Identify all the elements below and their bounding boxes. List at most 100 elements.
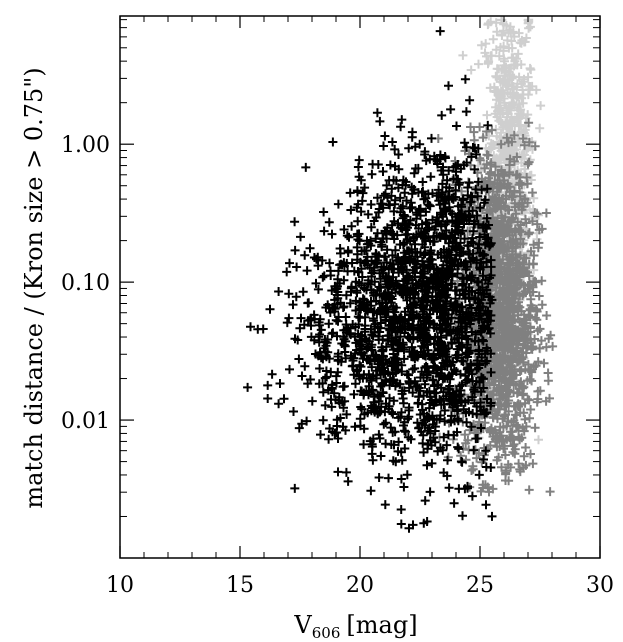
data-point bbox=[348, 320, 358, 329]
data-point bbox=[388, 427, 398, 437]
data-point bbox=[342, 231, 352, 241]
data-point bbox=[515, 408, 525, 418]
data-point bbox=[416, 211, 425, 221]
data-point bbox=[475, 232, 485, 242]
y-tick-label: 0.10 bbox=[61, 271, 110, 296]
data-point bbox=[367, 442, 377, 452]
data-point bbox=[408, 388, 418, 398]
data-point bbox=[504, 406, 514, 416]
data-point bbox=[398, 340, 408, 350]
data-point bbox=[479, 322, 489, 332]
data-point bbox=[523, 281, 533, 291]
data-point bbox=[494, 247, 504, 257]
data-point bbox=[508, 72, 518, 81]
data-point bbox=[510, 364, 520, 374]
data-point bbox=[416, 248, 425, 258]
data-point bbox=[523, 90, 533, 100]
data-point bbox=[301, 162, 311, 172]
data-point bbox=[418, 405, 427, 415]
data-point bbox=[421, 207, 431, 217]
data-point bbox=[438, 374, 448, 384]
data-point bbox=[511, 346, 521, 356]
data-point bbox=[486, 158, 496, 168]
data-point bbox=[437, 110, 447, 120]
data-point bbox=[399, 210, 409, 220]
data-point bbox=[546, 330, 556, 340]
data-point bbox=[482, 394, 492, 404]
data-point bbox=[518, 134, 528, 143]
data-point bbox=[453, 174, 463, 184]
data-point bbox=[515, 302, 525, 312]
data-point bbox=[491, 71, 501, 81]
data-point bbox=[300, 250, 310, 260]
data-point bbox=[521, 422, 531, 431]
data-point bbox=[323, 335, 333, 344]
data-point bbox=[352, 345, 361, 355]
data-point bbox=[356, 175, 366, 185]
data-point bbox=[503, 460, 513, 470]
data-point bbox=[377, 262, 387, 272]
data-point bbox=[402, 282, 412, 292]
data-point bbox=[291, 292, 301, 302]
data-point bbox=[359, 388, 369, 398]
data-point bbox=[500, 56, 509, 66]
data-point bbox=[537, 300, 547, 310]
data-point bbox=[464, 407, 474, 417]
data-point bbox=[466, 275, 476, 285]
data-point bbox=[468, 143, 478, 152]
data-point bbox=[500, 294, 510, 303]
data-point bbox=[500, 450, 510, 460]
data-point bbox=[405, 236, 415, 246]
data-point bbox=[369, 307, 379, 316]
data-point bbox=[465, 95, 475, 105]
data-point bbox=[355, 313, 365, 323]
data-point bbox=[470, 164, 480, 174]
data-point bbox=[416, 347, 426, 357]
data-point bbox=[435, 297, 445, 306]
data-point bbox=[446, 279, 456, 288]
data-point bbox=[394, 150, 403, 159]
data-point bbox=[487, 295, 497, 305]
data-point bbox=[396, 122, 406, 132]
data-point bbox=[545, 393, 554, 403]
data-point bbox=[541, 342, 551, 352]
data-point bbox=[349, 266, 359, 276]
data-point bbox=[480, 409, 490, 419]
data-point bbox=[509, 379, 519, 389]
data-point bbox=[356, 298, 365, 308]
data-point bbox=[456, 317, 466, 327]
data-point bbox=[483, 20, 493, 30]
data-point bbox=[525, 22, 535, 32]
data-point bbox=[282, 318, 292, 328]
data-point bbox=[481, 234, 491, 244]
data-point bbox=[376, 451, 386, 461]
data-point bbox=[505, 312, 515, 321]
data-point bbox=[419, 260, 429, 270]
data-point bbox=[449, 498, 459, 508]
data-point bbox=[519, 451, 529, 461]
data-point bbox=[501, 203, 510, 212]
data-point bbox=[471, 149, 481, 159]
data-point bbox=[316, 325, 326, 335]
data-point bbox=[492, 414, 502, 424]
data-point bbox=[436, 166, 446, 175]
data-point bbox=[411, 300, 421, 310]
data-point bbox=[519, 74, 529, 84]
data-point bbox=[480, 480, 490, 490]
data-point bbox=[267, 369, 277, 379]
data-point bbox=[332, 378, 341, 388]
scatter-series bbox=[243, 26, 497, 533]
data-point bbox=[458, 279, 468, 289]
data-point bbox=[520, 195, 530, 204]
data-point bbox=[519, 128, 529, 138]
data-point bbox=[437, 189, 447, 199]
data-point bbox=[253, 324, 263, 334]
data-point bbox=[330, 295, 340, 305]
data-point bbox=[476, 486, 486, 496]
data-point bbox=[503, 345, 513, 355]
data-point bbox=[393, 346, 402, 356]
data-point bbox=[370, 319, 380, 329]
data-point bbox=[533, 386, 543, 396]
data-point bbox=[289, 407, 298, 416]
data-point bbox=[497, 213, 507, 223]
